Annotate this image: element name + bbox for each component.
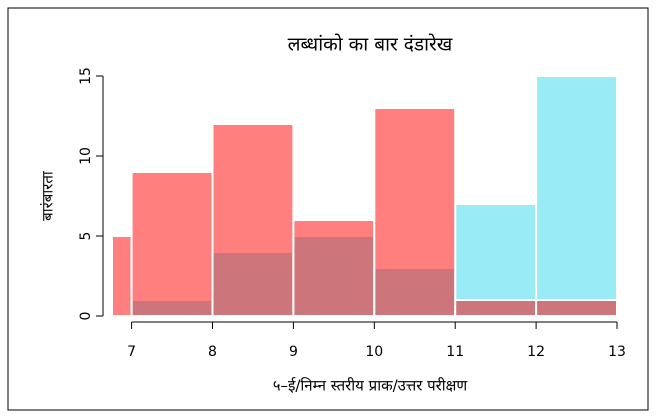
y-tick-label: 5 xyxy=(78,232,94,241)
x-tick-label: 13 xyxy=(608,344,626,360)
x-tick-label: 11 xyxy=(446,344,464,360)
histogram-bar xyxy=(292,219,376,317)
x-axis-label: ५–ई/निम्न स्तरीय प्राक/उत्तर परीक्षण xyxy=(273,377,469,395)
y-tick-label: 15 xyxy=(78,67,94,85)
histogram-bar xyxy=(113,235,133,317)
bars xyxy=(113,75,619,317)
y-axis-label: बारंबारता xyxy=(39,170,57,221)
histogram-bar xyxy=(535,75,619,317)
histogram-bar xyxy=(535,299,619,317)
frame xyxy=(7,7,649,411)
chart-title: लब्धांको का बार दंडारेख xyxy=(288,33,453,56)
x-tick-label: 9 xyxy=(289,344,298,360)
x-tick-label: 8 xyxy=(208,344,217,360)
x-tick-label: 7 xyxy=(127,344,136,360)
histogram-bar xyxy=(211,123,295,317)
y-tick-label: 10 xyxy=(78,147,94,165)
histogram-bar xyxy=(454,299,538,317)
histogram-bar xyxy=(130,171,214,317)
histogram-bar xyxy=(373,107,457,317)
x-tick-label: 10 xyxy=(365,344,383,360)
x-tick-label: 12 xyxy=(527,344,545,360)
y-tick-label: 0 xyxy=(78,312,94,321)
